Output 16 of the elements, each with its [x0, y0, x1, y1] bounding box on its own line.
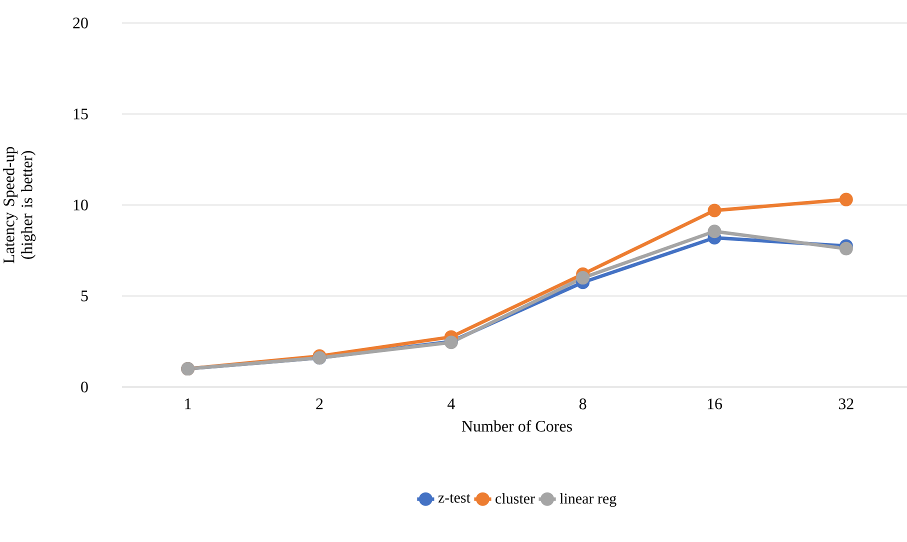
- y-tick-label: 0: [81, 382, 88, 392]
- x-axis-title: Number of Cores: [462, 420, 572, 432]
- y-tick-label: 10: [74, 200, 88, 210]
- legend-label: linear reg: [560, 493, 616, 507]
- y-tick-label: 20: [73, 18, 88, 28]
- y-axis-title: Latency Speed-up (higher is better): [3, 146, 36, 264]
- x-tick-label: 16: [708, 398, 722, 410]
- y-tick-label: 15: [74, 108, 88, 120]
- x-tick-label: 32: [838, 398, 854, 410]
- x-tick-label: 2: [316, 398, 323, 410]
- y-tick-label: 5: [81, 290, 88, 302]
- x-tick-label: 4: [447, 398, 455, 410]
- legend-label: z-test: [438, 494, 470, 503]
- x-tick-label: 8: [579, 398, 586, 410]
- x-tick-label: 1: [185, 398, 191, 410]
- legend-label: cluster: [496, 493, 535, 504]
